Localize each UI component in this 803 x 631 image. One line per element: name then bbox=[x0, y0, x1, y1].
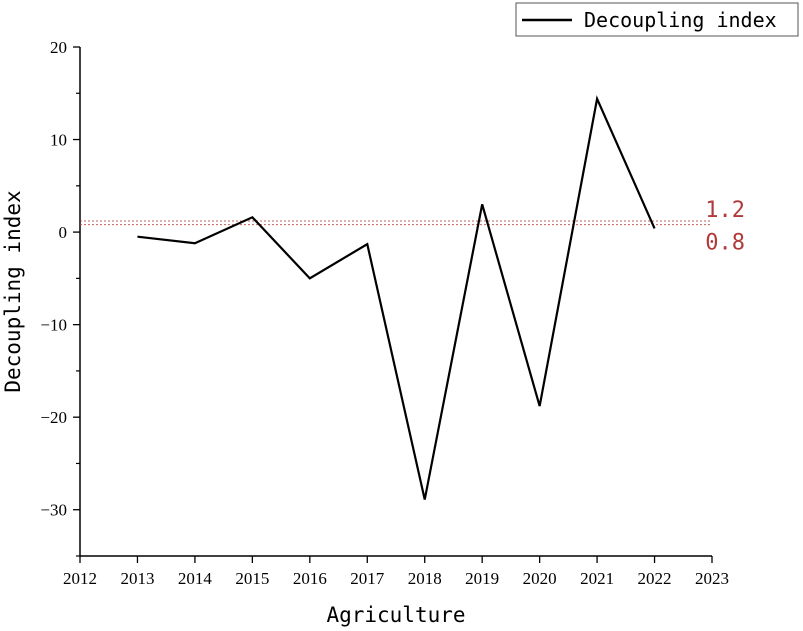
series-layer bbox=[137, 95, 656, 500]
x-tick-label: 2015 bbox=[235, 569, 269, 588]
y-tick-label: 10 bbox=[50, 131, 67, 150]
x-tick-label: 2020 bbox=[523, 569, 557, 588]
x-axis-title: Agriculture bbox=[326, 603, 465, 627]
reference-label: 0.8 bbox=[705, 231, 745, 256]
y-axis-title: Decoupling index bbox=[1, 190, 25, 392]
y-tick-label: −30 bbox=[40, 501, 67, 520]
x-tick-label: 2023 bbox=[695, 569, 729, 588]
x-tick-label: 2016 bbox=[293, 569, 327, 588]
x-tick-label: 2022 bbox=[638, 569, 672, 588]
x-tick-label: 2014 bbox=[178, 569, 213, 588]
x-tick-label: 2017 bbox=[350, 569, 385, 588]
x-tick-label: 2013 bbox=[120, 569, 154, 588]
x-tick-label: 2018 bbox=[408, 569, 442, 588]
legend: Decoupling index bbox=[515, 2, 799, 37]
legend-label: Decoupling index bbox=[584, 8, 777, 32]
reference-lines: 1.20.8 bbox=[80, 198, 745, 256]
reference-label: 1.2 bbox=[705, 198, 745, 223]
y-tick-label: 0 bbox=[59, 223, 68, 242]
y-tick-label: 20 bbox=[50, 38, 67, 57]
x-tick-label: 2019 bbox=[465, 569, 499, 588]
tick-labels: −30 −20 −10 0 10 20 2012 2013 2014 2015 2016 2017 20… bbox=[40, 38, 729, 588]
x-tick-label: 2012 bbox=[63, 569, 97, 588]
axes bbox=[73, 46, 713, 563]
y-tick-label: −20 bbox=[40, 408, 67, 427]
series-line bbox=[137, 95, 656, 500]
x-tick-label: 2021 bbox=[580, 569, 614, 588]
y-tick-label: −10 bbox=[40, 316, 67, 335]
